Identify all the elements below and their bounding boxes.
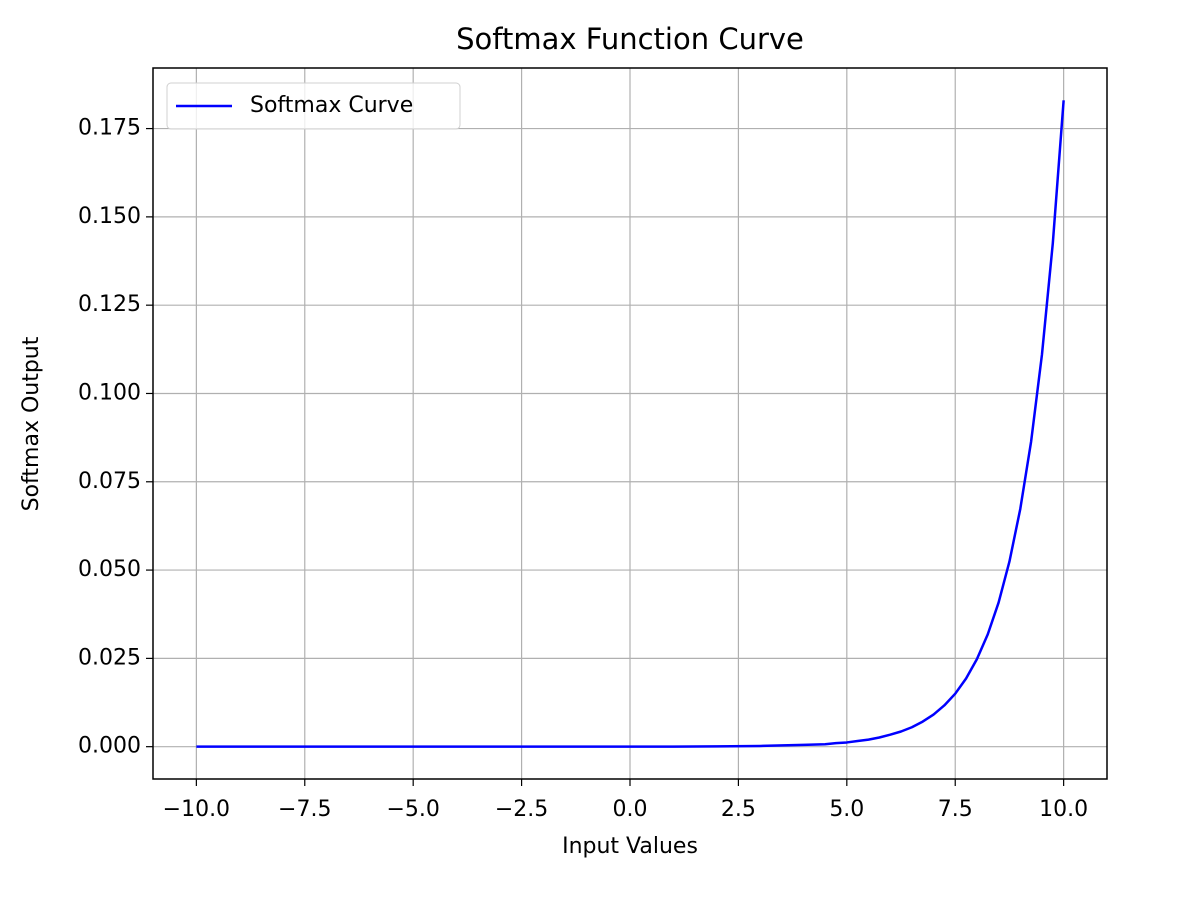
y-tick-label: 0.050 [78, 557, 141, 582]
x-tick-label: 7.5 [938, 797, 973, 822]
x-tick-label: −10.0 [163, 797, 230, 822]
x-tick-label: 0.0 [613, 797, 648, 822]
x-tick-label: −2.5 [495, 797, 548, 822]
line-series [196, 100, 1065, 748]
legend: Softmax Curve [166, 82, 461, 130]
x-tick-label: 5.0 [829, 797, 864, 822]
x-tick-label: 10.0 [1039, 797, 1088, 822]
y-tick-label: 0.150 [78, 204, 141, 229]
chart-title: Softmax Function Curve [456, 22, 804, 56]
legend-label: Softmax Curve [250, 93, 413, 118]
y-tick-label: 0.125 [78, 292, 141, 317]
plot-frame [152, 67, 1108, 780]
y-tick-label: 0.100 [78, 380, 141, 405]
y-tick-label: 0.025 [78, 645, 141, 670]
y-tick-label: 0.000 [78, 734, 141, 759]
y-tick-label: 0.175 [78, 116, 141, 141]
x-axis-label: Input Values [562, 834, 698, 859]
x-tick-label: 2.5 [721, 797, 756, 822]
y-axis-label: Softmax Output [19, 336, 44, 511]
x-tick-label: −5.0 [386, 797, 439, 822]
x-tick-label: −7.5 [278, 797, 331, 822]
y-tick-label: 0.075 [78, 469, 141, 494]
legend-box [166, 82, 461, 130]
